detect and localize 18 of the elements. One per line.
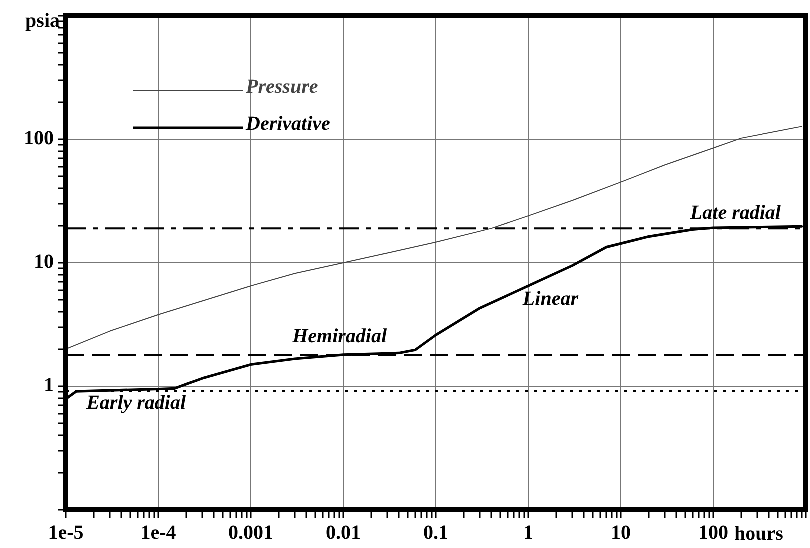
x-tick-label: 100 <box>698 522 728 544</box>
y-tick-label: 1 <box>44 374 54 397</box>
x-tick-label: 0.01 <box>326 522 361 544</box>
annotation: Early radial <box>86 392 186 414</box>
annotation: Hemiradial <box>292 325 388 348</box>
y-axis-title: psia <box>26 10 60 32</box>
x-tick-label: 1 <box>524 522 534 544</box>
x-axis-title: hours <box>734 523 784 546</box>
x-tick-label: 1e-4 <box>140 522 176 544</box>
text: Derivative <box>245 113 331 136</box>
x-tick-label: 1e-5 <box>48 522 84 544</box>
annotation: Linear <box>522 288 579 310</box>
annotation: Late radial <box>689 202 782 224</box>
x-tick-label: 10 <box>611 522 631 544</box>
x-tick-label: 0.1 <box>424 522 448 544</box>
x-tick-label: 0.001 <box>228 522 274 544</box>
y-tick-label: 10 <box>34 251 54 274</box>
y-tick-label: 100 <box>24 128 54 150</box>
